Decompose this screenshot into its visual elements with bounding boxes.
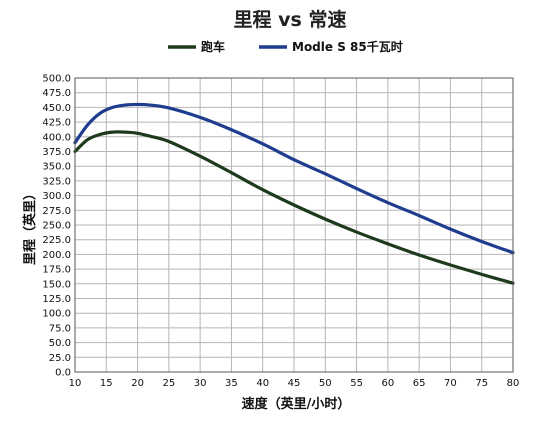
y-axis-label: 里程（英里） <box>22 187 38 265</box>
grid <box>74 77 514 373</box>
series-lines <box>73 102 515 285</box>
y-tick-label: 500.0 <box>42 74 71 85</box>
legend: 跑车 Modle S 85千瓦时 <box>168 39 403 54</box>
y-tick-label: 50.0 <box>49 338 71 349</box>
legend-label-model-s: Modle S 85千瓦时 <box>292 39 403 54</box>
chart-title: 里程 vs 常速 <box>234 8 347 31</box>
y-tick-label: 0.0 <box>55 368 71 379</box>
y-tick-label: 400.0 <box>42 132 71 143</box>
x-tick-label: 50 <box>319 378 332 389</box>
x-axis-ticks: 10 15 20 25 30 35 40 45 50 55 60 65 70 75 80 <box>69 378 520 389</box>
x-tick-label: 45 <box>288 378 301 389</box>
x-tick-label: 30 <box>194 378 207 389</box>
series-line-0 <box>73 130 515 285</box>
y-tick-label: 275.0 <box>42 206 71 217</box>
x-tick-label: 15 <box>100 378 113 389</box>
y-tick-label: 150.0 <box>42 279 71 290</box>
x-tick-label: 65 <box>413 378 426 389</box>
y-tick-label: 350.0 <box>42 162 71 173</box>
x-tick-label: 10 <box>69 378 82 389</box>
y-tick-label: 200.0 <box>42 250 71 261</box>
y-tick-label: 425.0 <box>42 118 71 129</box>
x-tick-label: 75 <box>475 378 488 389</box>
x-tick-label: 70 <box>444 378 457 389</box>
y-axis-ticks: 0.0 25.0 50.0 75.0 100.0 125.0 150.0 175.0 200.0… <box>42 74 71 379</box>
x-tick-label: 20 <box>131 378 144 389</box>
y-tick-label: 25.0 <box>49 353 71 364</box>
y-tick-label: 325.0 <box>42 176 71 187</box>
x-tick-label: 35 <box>225 378 238 389</box>
x-tick-label: 55 <box>350 378 363 389</box>
y-tick-label: 300.0 <box>42 191 71 202</box>
x-tick-label: 25 <box>162 378 175 389</box>
x-axis-label: 速度（英里/小时） <box>242 396 351 412</box>
y-tick-label: 225.0 <box>42 235 71 246</box>
y-tick-label: 125.0 <box>42 294 71 305</box>
y-tick-label: 450.0 <box>42 103 71 114</box>
y-tick-label: 375.0 <box>42 147 71 158</box>
y-tick-label: 250.0 <box>42 221 71 232</box>
plot-frame <box>74 77 514 373</box>
series-line-1 <box>73 102 515 255</box>
y-tick-label: 475.0 <box>42 88 71 99</box>
x-tick-label: 80 <box>507 378 520 389</box>
y-tick-label: 100.0 <box>42 309 71 320</box>
y-tick-label: 175.0 <box>42 265 71 276</box>
x-tick-label: 40 <box>256 378 269 389</box>
y-tick-label: 75.0 <box>49 323 71 334</box>
legend-label-sports-car: 跑车 <box>201 39 225 54</box>
x-tick-label: 60 <box>381 378 394 389</box>
